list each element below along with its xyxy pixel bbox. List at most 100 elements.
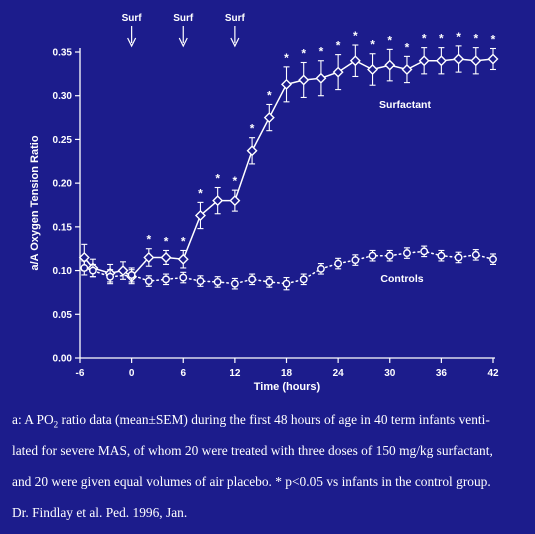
significance-star: *	[267, 88, 272, 102]
surf-arrow-head	[127, 37, 137, 48]
x-tick-label: 24	[333, 368, 345, 379]
significance-star: *	[491, 33, 496, 47]
data-point-circle	[317, 264, 325, 273]
caption-line-3: and 20 were given equal volumes of air p…	[12, 474, 491, 489]
caption-line-2: lated for severe MAS, of whom 20 were tr…	[12, 443, 493, 458]
y-tick-label: 0.35	[53, 48, 73, 59]
data-point-diamond	[160, 251, 172, 263]
data-point-circle	[282, 279, 291, 288]
x-tick-label: 42	[487, 368, 499, 379]
significance-star: *	[405, 40, 410, 54]
data-point-circle	[471, 250, 480, 259]
data-point-diamond	[332, 66, 344, 78]
data-point-diamond	[367, 63, 379, 75]
data-point-diamond	[229, 195, 241, 207]
y-tick-label: 0.00	[53, 354, 73, 365]
data-point-diamond	[401, 63, 413, 75]
data-point-diamond	[435, 55, 447, 67]
significance-star: *	[473, 32, 478, 46]
data-point-diamond	[349, 55, 361, 67]
data-point-diamond	[117, 265, 129, 277]
data-point-circle	[106, 272, 115, 281]
y-tick-label: 0.30	[53, 91, 73, 102]
data-point-circle	[230, 279, 239, 288]
data-point-diamond	[453, 53, 465, 65]
data-point-circle	[213, 278, 222, 286]
x-tick-label: 6	[180, 368, 186, 379]
data-point-diamond	[487, 53, 499, 65]
significance-star: *	[422, 32, 427, 46]
data-point-diamond	[315, 72, 327, 84]
data-point-circle	[248, 275, 256, 284]
data-point-circle	[265, 278, 274, 286]
significance-star: *	[336, 39, 341, 53]
data-point-circle	[299, 275, 308, 284]
surf-annotation-label: Surf	[173, 13, 194, 24]
significance-star: *	[164, 234, 169, 248]
x-tick-label: 0	[129, 368, 135, 379]
data-point-diamond	[384, 59, 396, 71]
data-point-diamond	[194, 210, 206, 221]
series-label-surfactant: Surfactant	[379, 99, 431, 111]
significance-star: *	[198, 186, 203, 200]
significance-star: *	[387, 33, 392, 47]
significance-star: *	[456, 30, 461, 44]
significance-star: *	[181, 234, 186, 248]
x-tick-label: 30	[384, 368, 396, 379]
surf-arrow-head	[178, 37, 188, 48]
chart-marks: Surf Surf Surf * * * * * * * * * * * * * * * * * * * * * Surfact…	[78, 13, 499, 291]
caption-line-4: Dr. Findlay et al. Ped. 1996, Jan.	[12, 505, 188, 520]
significance-star: *	[319, 45, 324, 59]
chart-axes: 0.00 0.05 0.10 0.15 0.20 0.25 0.30 0.35 -6 0 6 12 18…	[53, 48, 499, 380]
significance-star: *	[233, 174, 238, 188]
data-point-circle	[368, 251, 377, 260]
data-point-diamond	[246, 145, 258, 157]
data-point-circle	[89, 266, 97, 275]
data-point-circle	[403, 249, 411, 257]
y-tick-label: 0.25	[53, 135, 73, 146]
significance-star: *	[301, 46, 306, 60]
series-label-controls: Controls	[380, 273, 423, 285]
data-point-circle	[385, 251, 394, 260]
data-point-diamond	[470, 55, 482, 67]
chart: 0.00 0.05 0.10 0.15 0.20 0.25 0.30 0.35 -6 0 6 12 18…	[29, 13, 499, 393]
data-point-circle	[127, 271, 136, 279]
y-tick-label: 0.20	[53, 179, 73, 190]
surf-annotation-label: Surf	[225, 13, 246, 24]
data-point-diamond	[143, 251, 155, 263]
x-tick-label: 12	[229, 368, 241, 379]
caption-line-1: a: A PO2 ratio data (mean±SEM) during th…	[12, 412, 490, 430]
data-point-circle	[196, 277, 205, 285]
data-point-circle	[80, 264, 89, 272]
data-point-circle	[351, 256, 360, 264]
significance-star: *	[250, 122, 255, 136]
x-tick-label: 36	[436, 368, 448, 379]
x-axis-title: Time (hours)	[254, 381, 321, 393]
significance-star: *	[284, 51, 289, 65]
surf-annotation-label: Surf	[122, 13, 143, 24]
significance-star: *	[370, 38, 375, 52]
y-axis-title: a/A Oxygen Tension Ratio	[29, 135, 41, 270]
significance-star: *	[439, 32, 444, 46]
y-tick-label: 0.15	[53, 222, 73, 233]
data-point-diamond	[263, 112, 275, 124]
y-tick-label: 0.10	[53, 266, 73, 277]
x-tick-label: -6	[76, 368, 85, 379]
data-point-circle	[334, 259, 343, 268]
data-point-diamond	[281, 78, 292, 90]
significance-star: *	[215, 172, 220, 186]
data-point-circle	[144, 277, 153, 285]
data-point-diamond	[298, 74, 310, 86]
data-point-diamond	[177, 253, 189, 265]
data-point-circle	[162, 275, 170, 284]
data-point-circle	[437, 251, 446, 260]
x-tick-label: 18	[281, 368, 293, 379]
data-point-diamond	[212, 195, 224, 207]
data-point-circle	[454, 253, 463, 262]
significance-star: *	[146, 233, 151, 247]
y-tick-label: 0.05	[53, 310, 73, 321]
significance-star: *	[353, 29, 358, 43]
data-point-circle	[179, 273, 188, 282]
data-point-circle	[420, 247, 429, 256]
data-point-circle	[489, 255, 497, 264]
